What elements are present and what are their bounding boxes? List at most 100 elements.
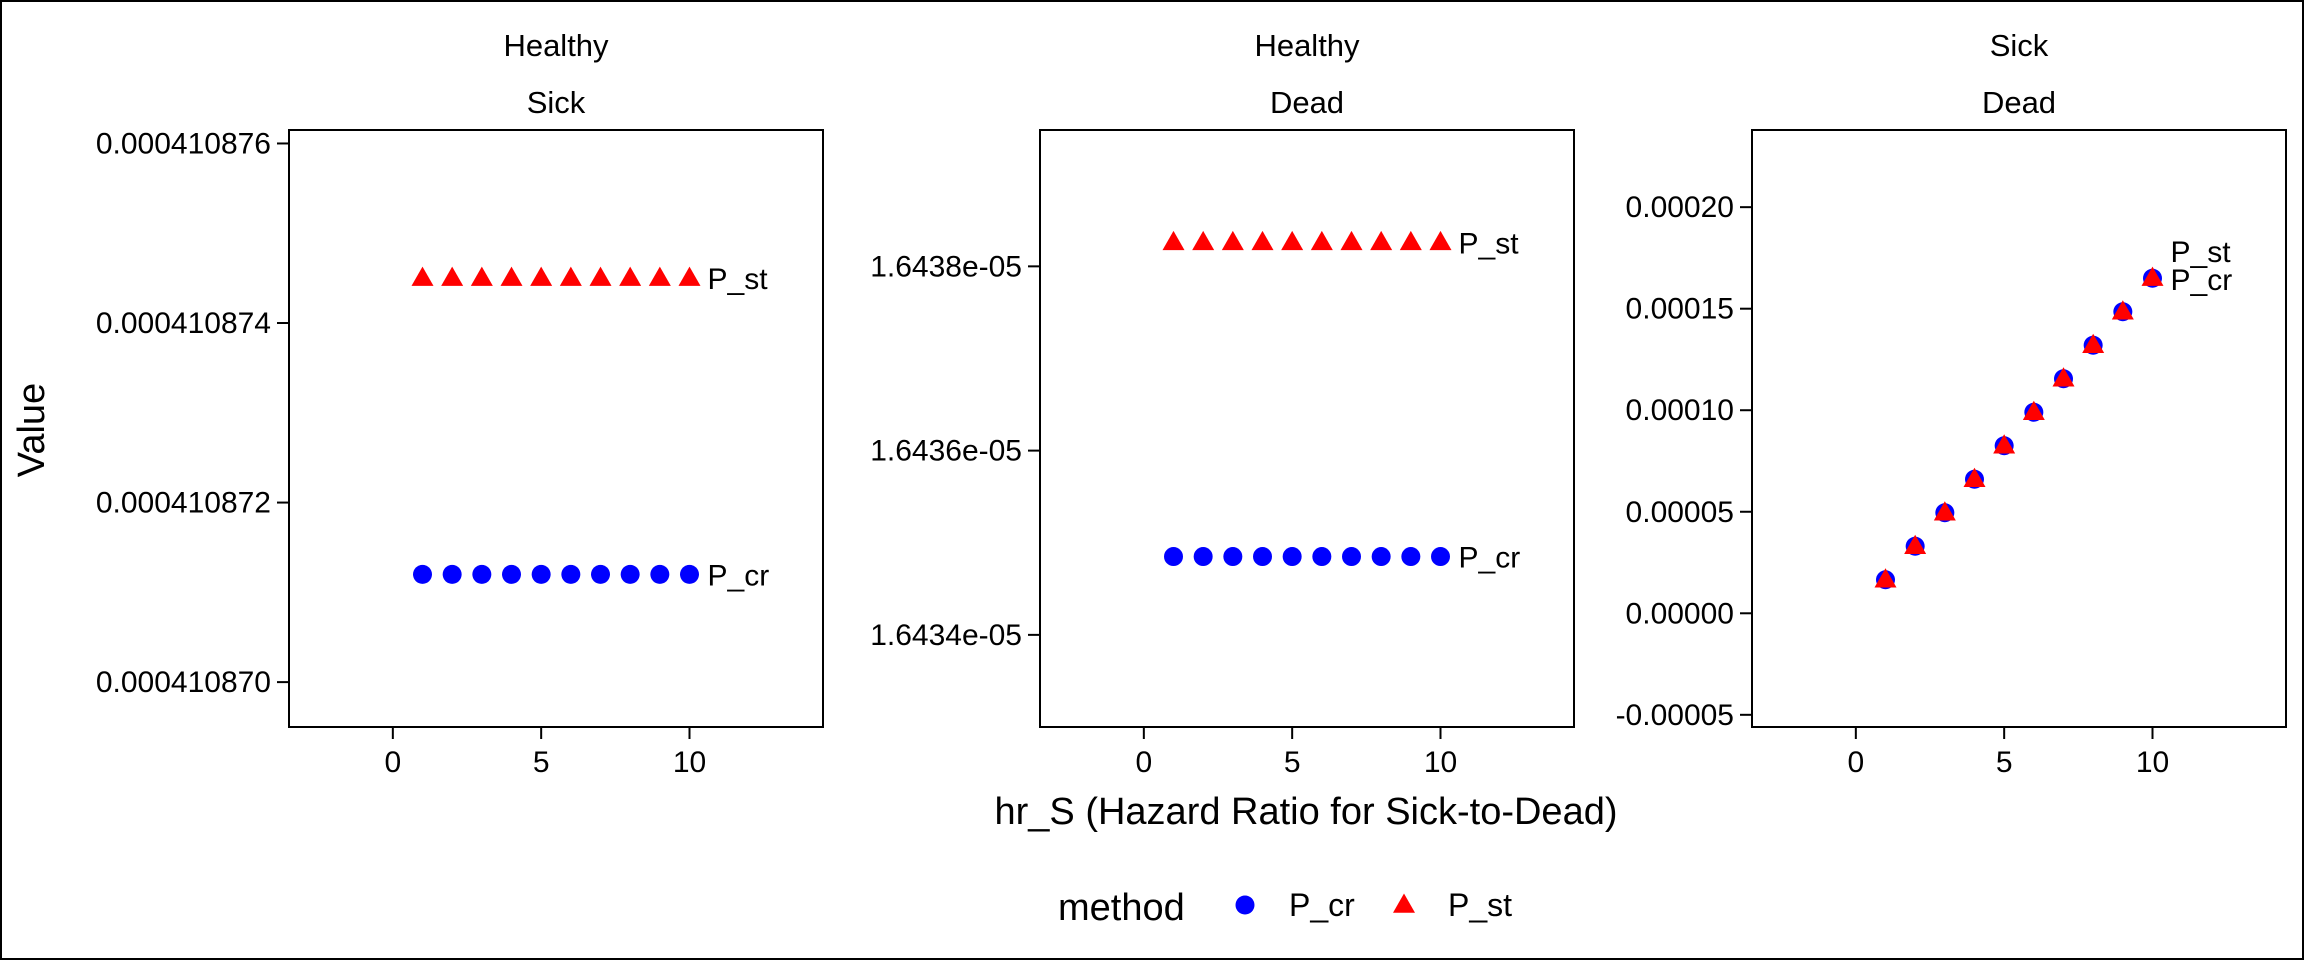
data-point bbox=[1164, 547, 1183, 567]
data-point bbox=[413, 564, 432, 584]
data-point bbox=[500, 266, 523, 286]
data-point bbox=[1253, 547, 1272, 567]
data-point bbox=[1874, 568, 1897, 588]
y-tick-label: 0.00005 bbox=[1626, 496, 1734, 529]
panel-frame bbox=[288, 129, 824, 728]
data-point bbox=[1221, 230, 1244, 251]
strip-label-from: Healthy bbox=[503, 28, 609, 63]
series-end-label: P_cr bbox=[708, 559, 770, 592]
series-p-st bbox=[1874, 266, 2164, 588]
series-end-label: P_st bbox=[708, 263, 769, 296]
data-point bbox=[1933, 501, 1956, 521]
data-point bbox=[589, 266, 612, 286]
data-point bbox=[680, 564, 699, 584]
x-tick-label: 0 bbox=[384, 746, 401, 779]
data-point bbox=[619, 266, 642, 286]
data-point bbox=[1963, 467, 1986, 487]
y-tick-label: 1.6436e-05 bbox=[870, 435, 1022, 468]
data-point bbox=[1340, 230, 1363, 251]
x-tick-label: 10 bbox=[2136, 746, 2169, 779]
strip-label-to: Dead bbox=[1270, 85, 1344, 120]
data-point bbox=[1431, 547, 1450, 567]
series-p-st bbox=[411, 266, 701, 286]
x-tick-label: 10 bbox=[1424, 746, 1457, 779]
y-tick-label: 0.00015 bbox=[1626, 293, 1734, 326]
x-tick-label: 0 bbox=[1135, 746, 1152, 779]
y-tick-label: -0.00005 bbox=[1616, 699, 1734, 732]
series-p-st bbox=[1162, 230, 1452, 251]
y-tick-label: 0.000410872 bbox=[96, 487, 271, 520]
series-end-label: P_st bbox=[1459, 227, 1520, 260]
series-end-label: P_st bbox=[2171, 236, 2232, 269]
y-tick-label: 0.000410870 bbox=[96, 666, 271, 699]
data-point bbox=[1401, 547, 1421, 567]
x-tick-label: 5 bbox=[1284, 746, 1301, 779]
data-point bbox=[559, 266, 582, 286]
data-point bbox=[442, 564, 462, 584]
data-point bbox=[470, 266, 493, 286]
data-point bbox=[1193, 547, 1213, 567]
data-point bbox=[1370, 230, 1393, 251]
strip-label-from: Sick bbox=[1990, 28, 2049, 63]
data-point bbox=[1281, 230, 1304, 251]
x-tick-label: 0 bbox=[1847, 746, 1864, 779]
y-tick-label: 0.000410876 bbox=[96, 127, 271, 160]
data-point bbox=[531, 564, 551, 584]
series-p-cr bbox=[413, 564, 699, 584]
legend-key bbox=[1393, 893, 1415, 913]
data-point bbox=[441, 266, 464, 286]
data-point bbox=[530, 266, 553, 286]
data-point bbox=[411, 266, 434, 286]
data-point bbox=[2022, 400, 2045, 420]
data-point bbox=[2082, 333, 2105, 353]
panel-2: Healthy Dead 0 5 10 1.6434e-05 1.6436e-05 1.643… bbox=[870, 28, 1575, 779]
x-tick-label: 5 bbox=[533, 746, 550, 779]
data-point bbox=[1162, 230, 1185, 251]
data-point bbox=[1223, 547, 1243, 567]
legend: method P_cr P_st bbox=[1058, 887, 1512, 929]
x-axis-title: hr_S (Hazard Ratio for Sick-to-Dead) bbox=[995, 791, 1618, 833]
strip-label-to: Dead bbox=[1982, 85, 2056, 120]
panel-frame bbox=[1751, 129, 2287, 728]
legend-label: P_cr bbox=[1289, 887, 1355, 923]
data-point bbox=[1251, 230, 1274, 251]
data-point bbox=[1310, 230, 1333, 251]
series-end-label: P_cr bbox=[1459, 542, 1521, 575]
data-point bbox=[1282, 547, 1302, 567]
y-tick-label: 0.00000 bbox=[1626, 597, 1734, 630]
y-axis-title: Value bbox=[11, 383, 53, 477]
legend-title: method bbox=[1058, 887, 1185, 929]
data-point bbox=[1993, 434, 2016, 454]
y-tick-label: 0.00020 bbox=[1626, 191, 1734, 224]
data-point bbox=[650, 564, 670, 584]
data-point bbox=[678, 266, 701, 286]
y-tick-label: 0.00010 bbox=[1626, 394, 1734, 427]
legend-item-p-st: P_st bbox=[1393, 887, 1512, 923]
data-point bbox=[1904, 534, 1927, 554]
x-tick-label: 5 bbox=[1996, 746, 2013, 779]
data-point bbox=[591, 564, 610, 584]
data-point bbox=[472, 564, 492, 584]
data-point bbox=[620, 564, 640, 584]
data-point bbox=[1312, 547, 1332, 567]
data-point bbox=[1399, 230, 1422, 251]
legend-key bbox=[1235, 895, 1255, 915]
data-point bbox=[2052, 367, 2075, 387]
data-point bbox=[502, 564, 521, 584]
data-point bbox=[2141, 266, 2164, 286]
legend-item-p-cr: P_cr bbox=[1235, 887, 1355, 923]
panel-3: Sick Dead 0 5 10 -0.00005 0.00000 0.00005 0.0001… bbox=[1616, 28, 2287, 779]
y-tick-label: 0.000410874 bbox=[96, 307, 271, 340]
data-point bbox=[2111, 300, 2134, 320]
y-tick-label: 1.6434e-05 bbox=[870, 619, 1022, 652]
x-tick-label: 10 bbox=[673, 746, 706, 779]
series-p-cr bbox=[1164, 547, 1450, 567]
data-point bbox=[1342, 547, 1361, 567]
data-point bbox=[1429, 230, 1452, 251]
data-point bbox=[1371, 547, 1391, 567]
data-point bbox=[561, 564, 581, 584]
strip-label-from: Healthy bbox=[1254, 28, 1360, 63]
data-point bbox=[1192, 230, 1215, 251]
strip-label-to: Sick bbox=[527, 85, 586, 120]
legend-label: P_st bbox=[1448, 887, 1512, 923]
